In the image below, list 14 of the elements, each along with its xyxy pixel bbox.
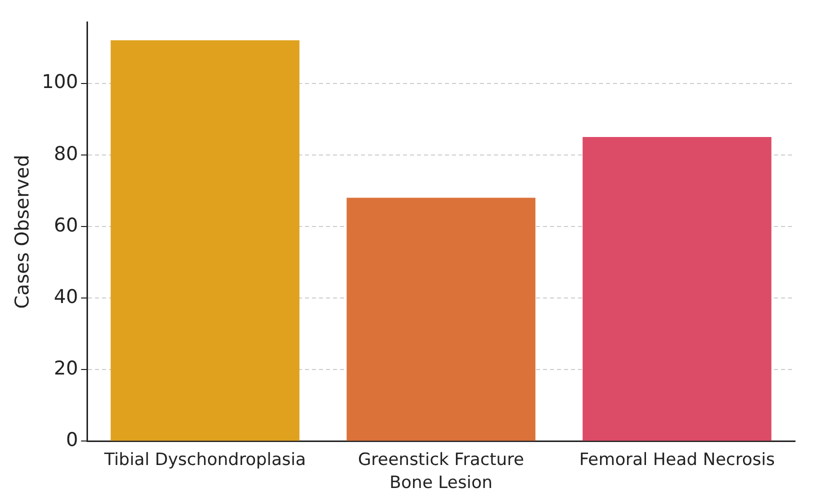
x-tick-label: Tibial Dyschondroplasia <box>103 450 306 470</box>
x-tick-label: Femoral Head Necrosis <box>579 450 775 470</box>
y-tick-label: 40 <box>54 286 78 308</box>
bar <box>110 40 300 441</box>
y-tick-label: 0 <box>66 429 78 452</box>
x-axis-title: Bone Lesion <box>389 473 493 494</box>
y-axis-title: Cases Observed <box>11 154 34 309</box>
y-tick-label: 80 <box>54 142 78 165</box>
y-tick-label: 20 <box>54 358 78 380</box>
y-tick-label: 100 <box>42 71 78 94</box>
bar <box>346 198 536 441</box>
bar <box>582 136 772 441</box>
x-tick-label: Greenstick Fracture <box>358 450 524 470</box>
y-tick-label: 60 <box>54 214 78 236</box>
